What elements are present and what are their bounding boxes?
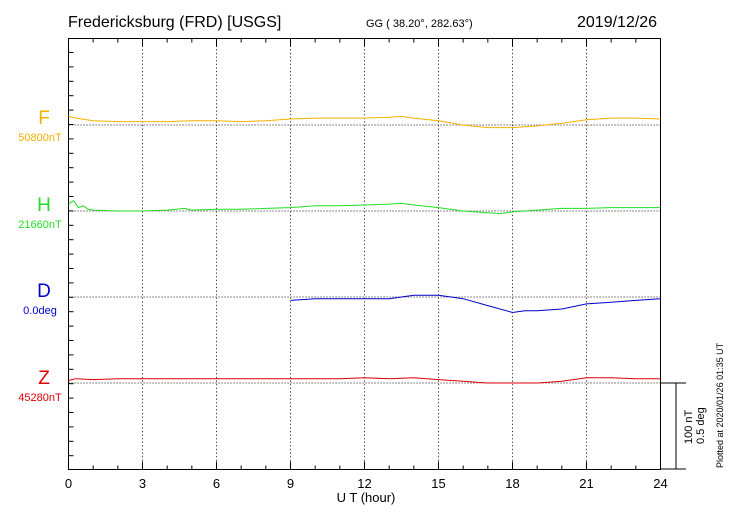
plot-area xyxy=(68,38,661,470)
axis-ticks xyxy=(68,38,661,470)
x-tick-label: 9 xyxy=(287,476,294,491)
component-label-D: D xyxy=(37,281,51,302)
grid-lines xyxy=(142,38,587,470)
component-labels: F 50800nT H 21660nT D 0.0deg Z 45280nT xyxy=(18,108,62,404)
x-tick-label: 6 xyxy=(213,476,220,491)
baseline-label-D: 0.0deg xyxy=(23,305,57,317)
trace-Z xyxy=(68,377,661,384)
trace-D xyxy=(290,294,661,314)
component-label-H: H xyxy=(37,195,51,216)
plotted-timestamp: Plotted at 2020/01/26 01:35 UT xyxy=(715,342,725,468)
x-axis-label: U T (hour) xyxy=(337,490,396,505)
date-label: 2019/12/26 xyxy=(577,14,657,31)
x-tick-label: 3 xyxy=(139,476,146,491)
baselines xyxy=(68,124,661,384)
component-label-Z: Z xyxy=(38,368,50,389)
trace-H xyxy=(68,200,661,215)
component-label-F: F xyxy=(38,108,50,129)
x-tick-label: 15 xyxy=(431,476,445,491)
scale-deg-label: 0.5 deg xyxy=(695,407,707,444)
baseline-label-F: 50800nT xyxy=(18,132,62,144)
x-tick-labels: 0 3 6 9 12 15 18 21 24 xyxy=(65,476,668,491)
x-tick-label: 0 xyxy=(65,476,72,491)
trace-F xyxy=(68,115,661,129)
traces xyxy=(68,115,661,384)
scale-nt-label: 100 nT xyxy=(683,409,695,444)
x-tick-label: 12 xyxy=(357,476,371,491)
baseline-label-Z: 45280nT xyxy=(18,392,62,404)
baseline-label-H: 21660nT xyxy=(18,219,62,231)
station-title: Fredericksburg (FRD) [USGS] xyxy=(68,14,281,31)
x-tick-label: 18 xyxy=(505,476,519,491)
coordinates-label: GG ( 38.20°, 282.63°) xyxy=(366,18,473,30)
x-tick-label: 21 xyxy=(579,476,593,491)
x-tick-label: 24 xyxy=(653,476,667,491)
scale-bar: 100 nT 0.5 deg xyxy=(660,382,707,470)
